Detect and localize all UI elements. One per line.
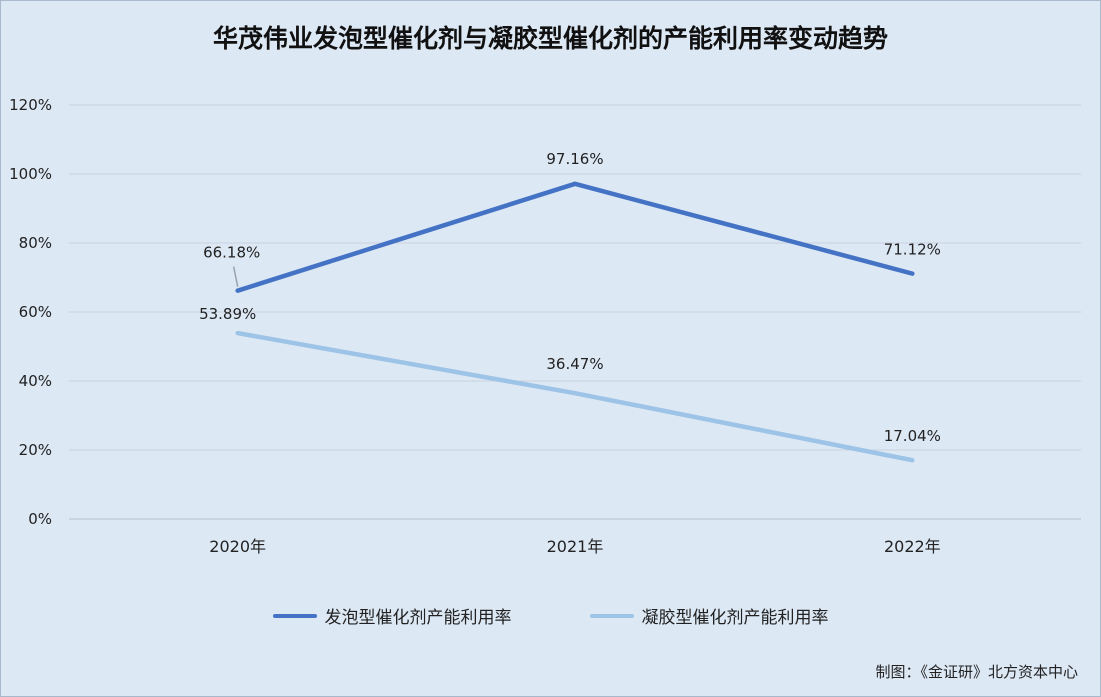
- data-label: 17.04%: [884, 427, 941, 445]
- legend-label: 发泡型催化剂产能利用率: [324, 608, 512, 628]
- y-tick-label: 80%: [19, 234, 52, 252]
- legend-item: 凝胶型催化剂产能利用率: [589, 603, 829, 628]
- y-tick-label: 40%: [19, 372, 52, 390]
- legend: 发泡型催化剂产能利用率 凝胶型催化剂产能利用率: [1, 603, 1100, 628]
- legend-item: 发泡型催化剂产能利用率: [272, 603, 512, 628]
- y-tick-label: 100%: [9, 165, 52, 183]
- data-label-leader-line: [232, 266, 239, 287]
- x-tick-label: 2022年: [884, 537, 941, 556]
- data-label: 36.47%: [546, 355, 603, 373]
- legend-swatch: [589, 613, 634, 618]
- legend-label: 凝胶型催化剂产能利用率: [641, 608, 829, 628]
- source-note: 制图：《金证研》北方资本中心: [875, 663, 1078, 681]
- data-label: 97.16%: [546, 150, 603, 168]
- x-tick-label: 2020年: [209, 537, 266, 556]
- series-line-2: [235, 330, 915, 463]
- y-tick-label: 60%: [19, 303, 52, 321]
- y-tick-label: 120%: [9, 96, 52, 114]
- x-tick-label: 2021年: [547, 537, 604, 556]
- data-label: 66.18%: [203, 244, 260, 262]
- data-label: 71.12%: [884, 241, 941, 259]
- y-tick-label: 20%: [19, 441, 52, 459]
- legend-swatch: [272, 613, 317, 618]
- y-tick-label: 0%: [28, 510, 52, 528]
- plot-area: 0% 20% 40% 60% 80% 100% 120% 2020年 2021年 2022年 66.…: [9, 96, 1081, 556]
- series-line-1: [235, 181, 915, 293]
- data-label: 53.89%: [199, 305, 256, 323]
- chart-title: 华茂伟业发泡型催化剂与凝胶型催化剂的产能利用率变动趋势: [212, 24, 888, 53]
